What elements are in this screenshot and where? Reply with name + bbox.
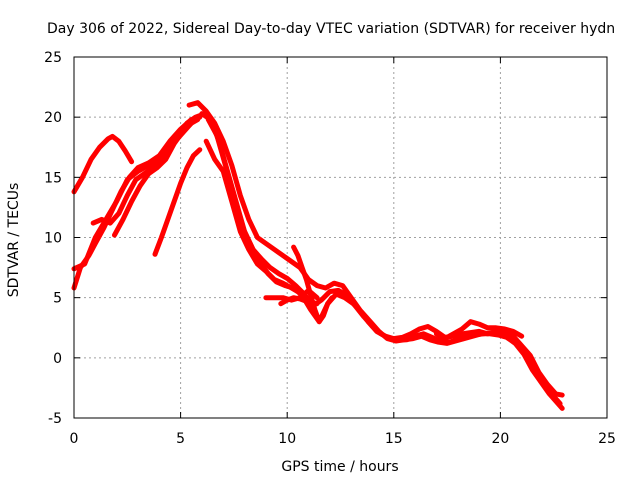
y-tick-label: 10	[44, 231, 62, 247]
x-tick-label: 5	[176, 431, 185, 447]
x-tick-label: 15	[385, 431, 403, 447]
y-tick-label: 5	[53, 291, 62, 307]
y-axis-label: SDTVAR / TECUs	[6, 183, 22, 298]
y-axis: -5 0 5 10 15 20 25	[44, 50, 607, 427]
series-track-10	[203, 138, 303, 296]
y-tick-label: 15	[44, 170, 62, 186]
x-tick-label: 25	[598, 431, 616, 447]
x-tick-label: 10	[278, 431, 296, 447]
series-track-9	[205, 117, 565, 411]
series-group	[71, 100, 565, 411]
x-tick-label: 20	[491, 431, 509, 447]
series-track-7	[186, 100, 565, 398]
series-track-14	[433, 319, 525, 342]
x-tick-label: 0	[70, 431, 79, 447]
y-tick-label: -5	[48, 411, 62, 427]
x-axis-label: GPS time / hours	[281, 459, 398, 475]
x-axis: 0 5 10 15 20 25	[70, 57, 616, 447]
y-tick-label: 20	[44, 110, 62, 126]
y-tick-label: 25	[44, 50, 62, 66]
chart-title: Day 306 of 2022, Sidereal Day-to-day VTE…	[47, 21, 615, 37]
series-track-13	[291, 244, 335, 325]
y-tick-label: 0	[53, 351, 62, 367]
series-track-6	[152, 147, 203, 257]
series-track-1	[71, 133, 135, 195]
series-track-5	[112, 117, 201, 238]
